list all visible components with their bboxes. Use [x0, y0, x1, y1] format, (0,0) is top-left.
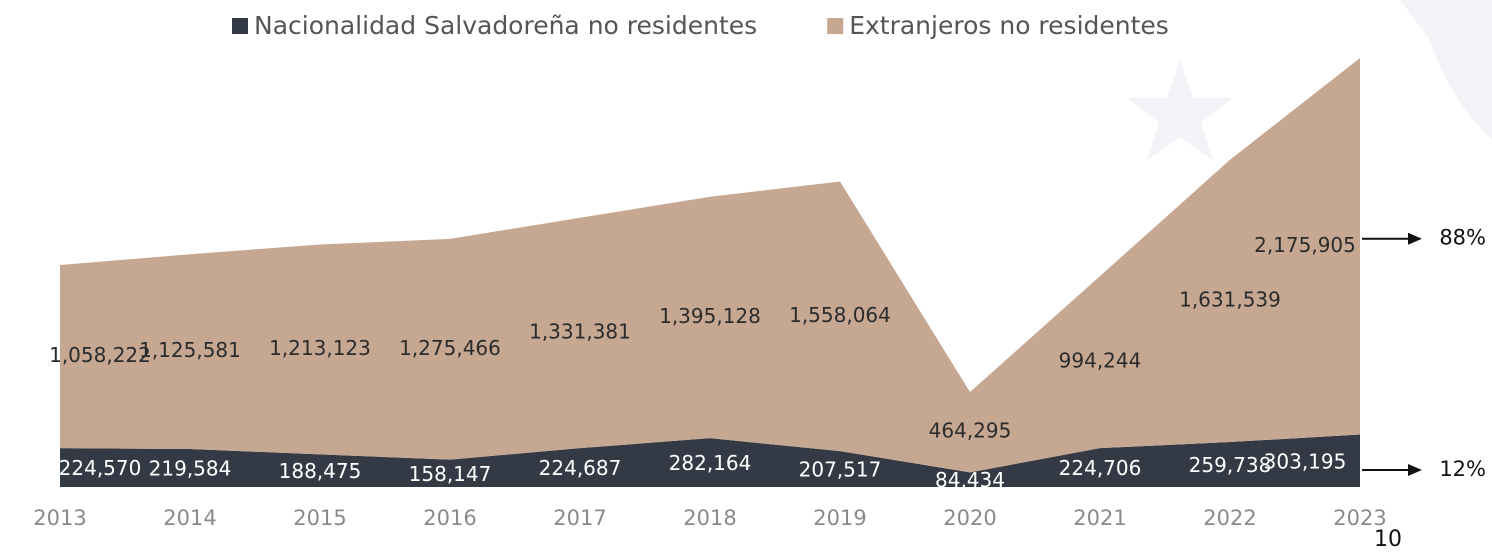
- data-label: 1,395,128: [659, 304, 761, 328]
- x-tick-label: 2016: [423, 506, 476, 530]
- x-tick-label: 2015: [293, 506, 346, 530]
- data-label: 224,706: [1059, 456, 1142, 480]
- annotation-arrowhead: [1408, 464, 1422, 476]
- data-label: 1,331,381: [529, 319, 631, 343]
- x-tick-label: 2013: [33, 506, 86, 530]
- data-label: 994,244: [1059, 349, 1142, 373]
- legend-swatch: [827, 18, 843, 34]
- data-label: 84,434: [935, 468, 1005, 492]
- data-label: 188,475: [279, 459, 362, 483]
- decor-shape: [1400, 0, 1492, 140]
- x-tick-label: 2017: [553, 506, 606, 530]
- data-label: 1,631,539: [1179, 287, 1281, 311]
- decor-star: [1127, 60, 1233, 160]
- x-tick-label: 2021: [1073, 506, 1126, 530]
- data-label: 1,125,581: [139, 338, 241, 362]
- data-label: 259,738: [1189, 453, 1272, 477]
- x-tick-label: 2020: [943, 506, 996, 530]
- x-tick-label: 2014: [163, 506, 216, 530]
- data-label: 303,195: [1264, 449, 1347, 473]
- chart: 10 224,570 219,584 188,475 158,147 224,687 28…: [0, 0, 1492, 554]
- data-label: 2,175,905: [1254, 233, 1356, 257]
- data-label: 224,570: [59, 456, 142, 480]
- annotation: 12%: [1439, 457, 1486, 481]
- data-label: 207,517: [799, 458, 882, 482]
- data-label: 158,147: [409, 462, 492, 486]
- legend-label: Nacionalidad Salvadoreña no residentes: [254, 11, 757, 40]
- x-tick-label: 2022: [1203, 506, 1256, 530]
- data-label: 224,687: [539, 456, 622, 480]
- page-number: 10: [1374, 527, 1402, 552]
- annotation: 88%: [1439, 226, 1486, 250]
- data-label: 219,584: [149, 457, 232, 481]
- legend-swatch: [232, 18, 248, 34]
- x-tick-label: 2023: [1333, 506, 1386, 530]
- data-label: 1,558,064: [789, 303, 891, 327]
- data-label: 464,295: [929, 419, 1012, 443]
- legend-label: Extranjeros no residentes: [849, 11, 1169, 40]
- x-tick-label: 2019: [813, 506, 866, 530]
- x-tick-label: 2018: [683, 506, 736, 530]
- data-label: 282,164: [669, 451, 752, 475]
- annotation-arrowhead: [1408, 233, 1422, 245]
- data-label: 1,275,466: [399, 336, 501, 360]
- data-label: 1,058,222: [49, 343, 151, 367]
- data-label: 1,213,123: [269, 336, 371, 360]
